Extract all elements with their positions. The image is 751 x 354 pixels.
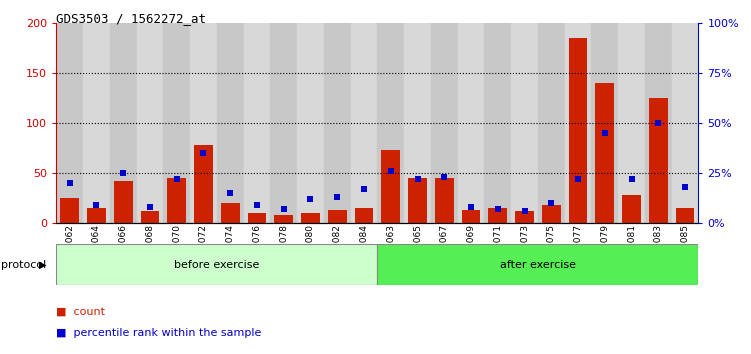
Bar xyxy=(408,178,427,223)
Text: ▶: ▶ xyxy=(39,259,47,270)
Bar xyxy=(56,244,377,285)
Bar xyxy=(404,23,431,223)
Bar xyxy=(297,23,324,223)
Bar xyxy=(56,23,83,223)
Bar xyxy=(596,83,614,223)
Bar xyxy=(83,23,110,223)
Bar xyxy=(618,23,645,223)
Bar xyxy=(221,203,240,223)
Bar xyxy=(515,211,534,223)
Text: ■  percentile rank within the sample: ■ percentile rank within the sample xyxy=(56,328,261,338)
Bar xyxy=(301,213,320,223)
Bar xyxy=(60,198,79,223)
Bar xyxy=(484,23,511,223)
Bar xyxy=(462,210,481,223)
Bar xyxy=(435,178,454,223)
Bar xyxy=(511,23,538,223)
Text: after exercise: after exercise xyxy=(500,259,576,270)
Text: protocol: protocol xyxy=(1,259,46,270)
Bar xyxy=(274,215,293,223)
Bar xyxy=(351,23,377,223)
Bar xyxy=(328,210,347,223)
Text: ■  count: ■ count xyxy=(56,307,105,316)
Bar xyxy=(110,23,137,223)
Bar xyxy=(248,213,267,223)
Bar xyxy=(114,181,133,223)
Bar xyxy=(676,208,695,223)
Bar xyxy=(569,38,587,223)
Bar xyxy=(194,145,213,223)
Bar xyxy=(457,23,484,223)
Text: before exercise: before exercise xyxy=(174,259,260,270)
Bar xyxy=(270,23,297,223)
Bar xyxy=(488,208,507,223)
Bar xyxy=(167,178,186,223)
Text: GDS3503 / 1562272_at: GDS3503 / 1562272_at xyxy=(56,12,207,25)
Bar xyxy=(137,23,163,223)
Bar xyxy=(382,150,400,223)
Bar xyxy=(377,244,698,285)
Bar xyxy=(190,23,217,223)
Bar xyxy=(243,23,270,223)
Bar xyxy=(592,23,618,223)
Bar xyxy=(140,211,159,223)
Bar xyxy=(354,208,373,223)
Bar xyxy=(431,23,457,223)
Bar xyxy=(377,23,404,223)
Bar xyxy=(163,23,190,223)
Bar xyxy=(542,205,561,223)
Bar xyxy=(87,208,106,223)
Bar xyxy=(622,195,641,223)
Bar xyxy=(649,98,668,223)
Bar xyxy=(217,23,243,223)
Bar xyxy=(565,23,592,223)
Bar xyxy=(671,23,698,223)
Bar xyxy=(538,23,565,223)
Bar xyxy=(324,23,351,223)
Bar xyxy=(645,23,671,223)
